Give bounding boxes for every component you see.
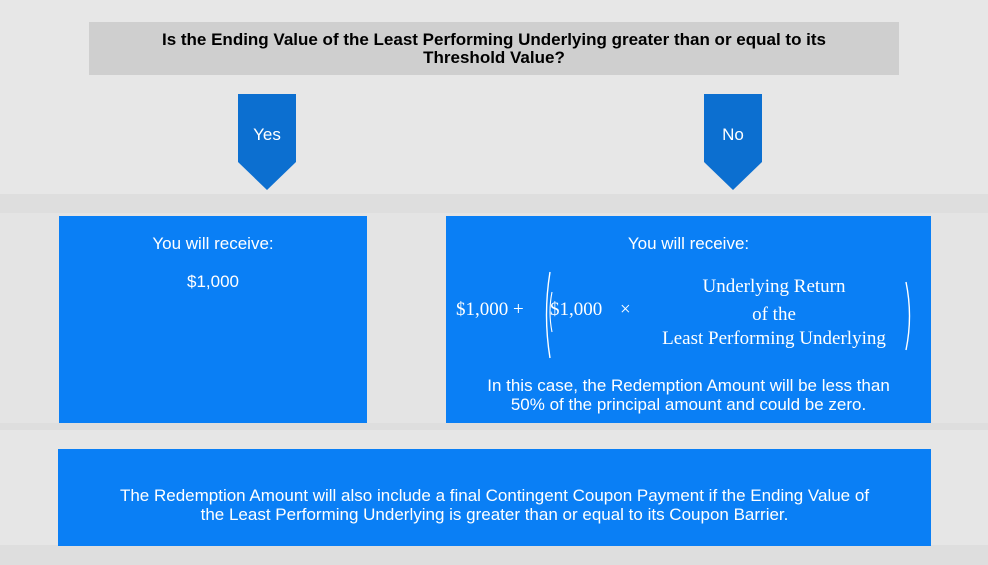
right-paren <box>905 281 911 351</box>
yes-heading: You will receive: <box>152 234 274 253</box>
formula-base: $1,000 + <box>456 299 524 320</box>
left-paren-inner <box>549 291 553 333</box>
no-description: In this case, the Redemption Amount will… <box>446 376 931 414</box>
no-heading: You will receive: <box>627 234 750 253</box>
no-description-line-1: In this case, the Redemption Amount will… <box>487 376 890 395</box>
yes-outcome-box: You will receive: $1,000 <box>59 216 367 423</box>
no-arrow: No <box>704 94 762 190</box>
no-outcome-box: You will receive: $1,000 + $1,000 × Unde… <box>446 216 931 423</box>
question-box: Is the Ending Value of the Least Perform… <box>89 22 899 75</box>
question-line-2: Threshold Value? <box>423 48 565 67</box>
question-line-1: Is the Ending Value of the Least Perform… <box>161 30 827 49</box>
fraction-line-3: Least Performing Underlying <box>662 328 886 349</box>
fraction-line-2: of the <box>752 304 796 325</box>
yes-arrow-shape <box>238 94 296 190</box>
payout-formula: $1,000 + $1,000 × Underlying Return of t… <box>446 270 931 360</box>
left-paren-outer <box>545 271 551 359</box>
coupon-note-box: The Redemption Amount will also include … <box>58 449 931 546</box>
fraction-line-1: Underlying Return <box>702 276 846 297</box>
formula-inner-amount: $1,000 <box>550 299 603 320</box>
no-arrow-shape <box>704 94 762 190</box>
yes-arrow: Yes <box>238 94 296 190</box>
yes-amount: $1,000 <box>187 272 239 291</box>
coupon-note-line-1: The Redemption Amount will also include … <box>119 486 870 505</box>
yes-label: Yes <box>253 125 281 144</box>
formula-times: × <box>620 299 631 320</box>
no-description-line-2: 50% of the principal amount and could be… <box>510 395 867 414</box>
coupon-note-line-2: the Least Performing Underlying is great… <box>200 505 789 524</box>
no-label: No <box>722 125 744 144</box>
coupon-note-text: The Redemption Amount will also include … <box>58 486 931 524</box>
